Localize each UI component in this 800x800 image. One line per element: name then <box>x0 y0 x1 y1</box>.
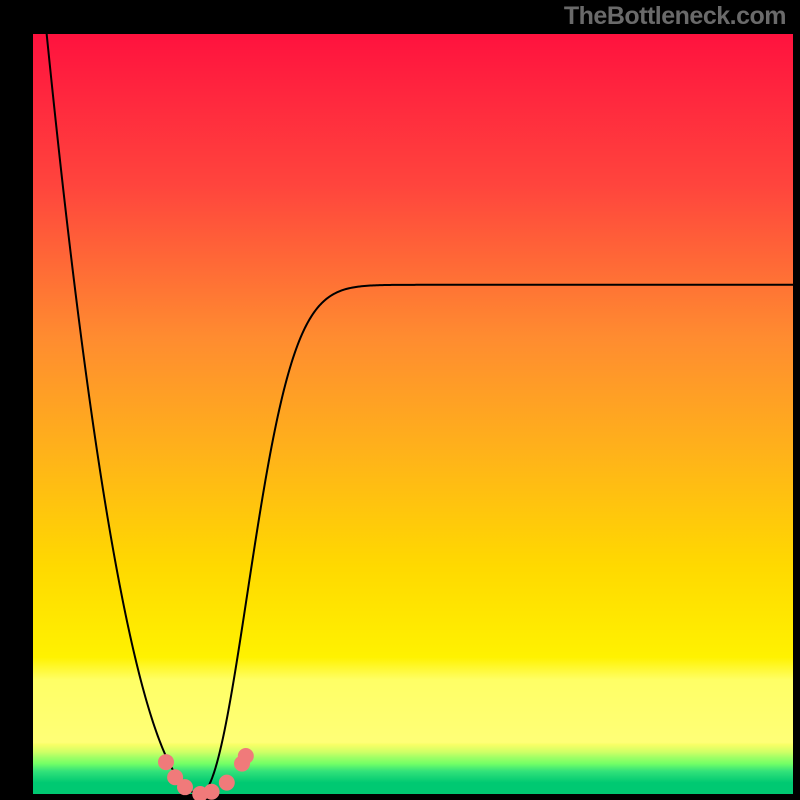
watermark-text: TheBottleneck.com <box>564 2 786 31</box>
data-marker <box>204 784 219 799</box>
bottleneck-chart <box>0 0 800 800</box>
chart-frame: TheBottleneck.com <box>0 0 800 800</box>
data-marker <box>178 780 193 795</box>
data-marker <box>238 749 253 764</box>
chart-gradient-bg <box>33 34 793 794</box>
data-marker <box>159 755 174 770</box>
data-marker <box>219 775 234 790</box>
